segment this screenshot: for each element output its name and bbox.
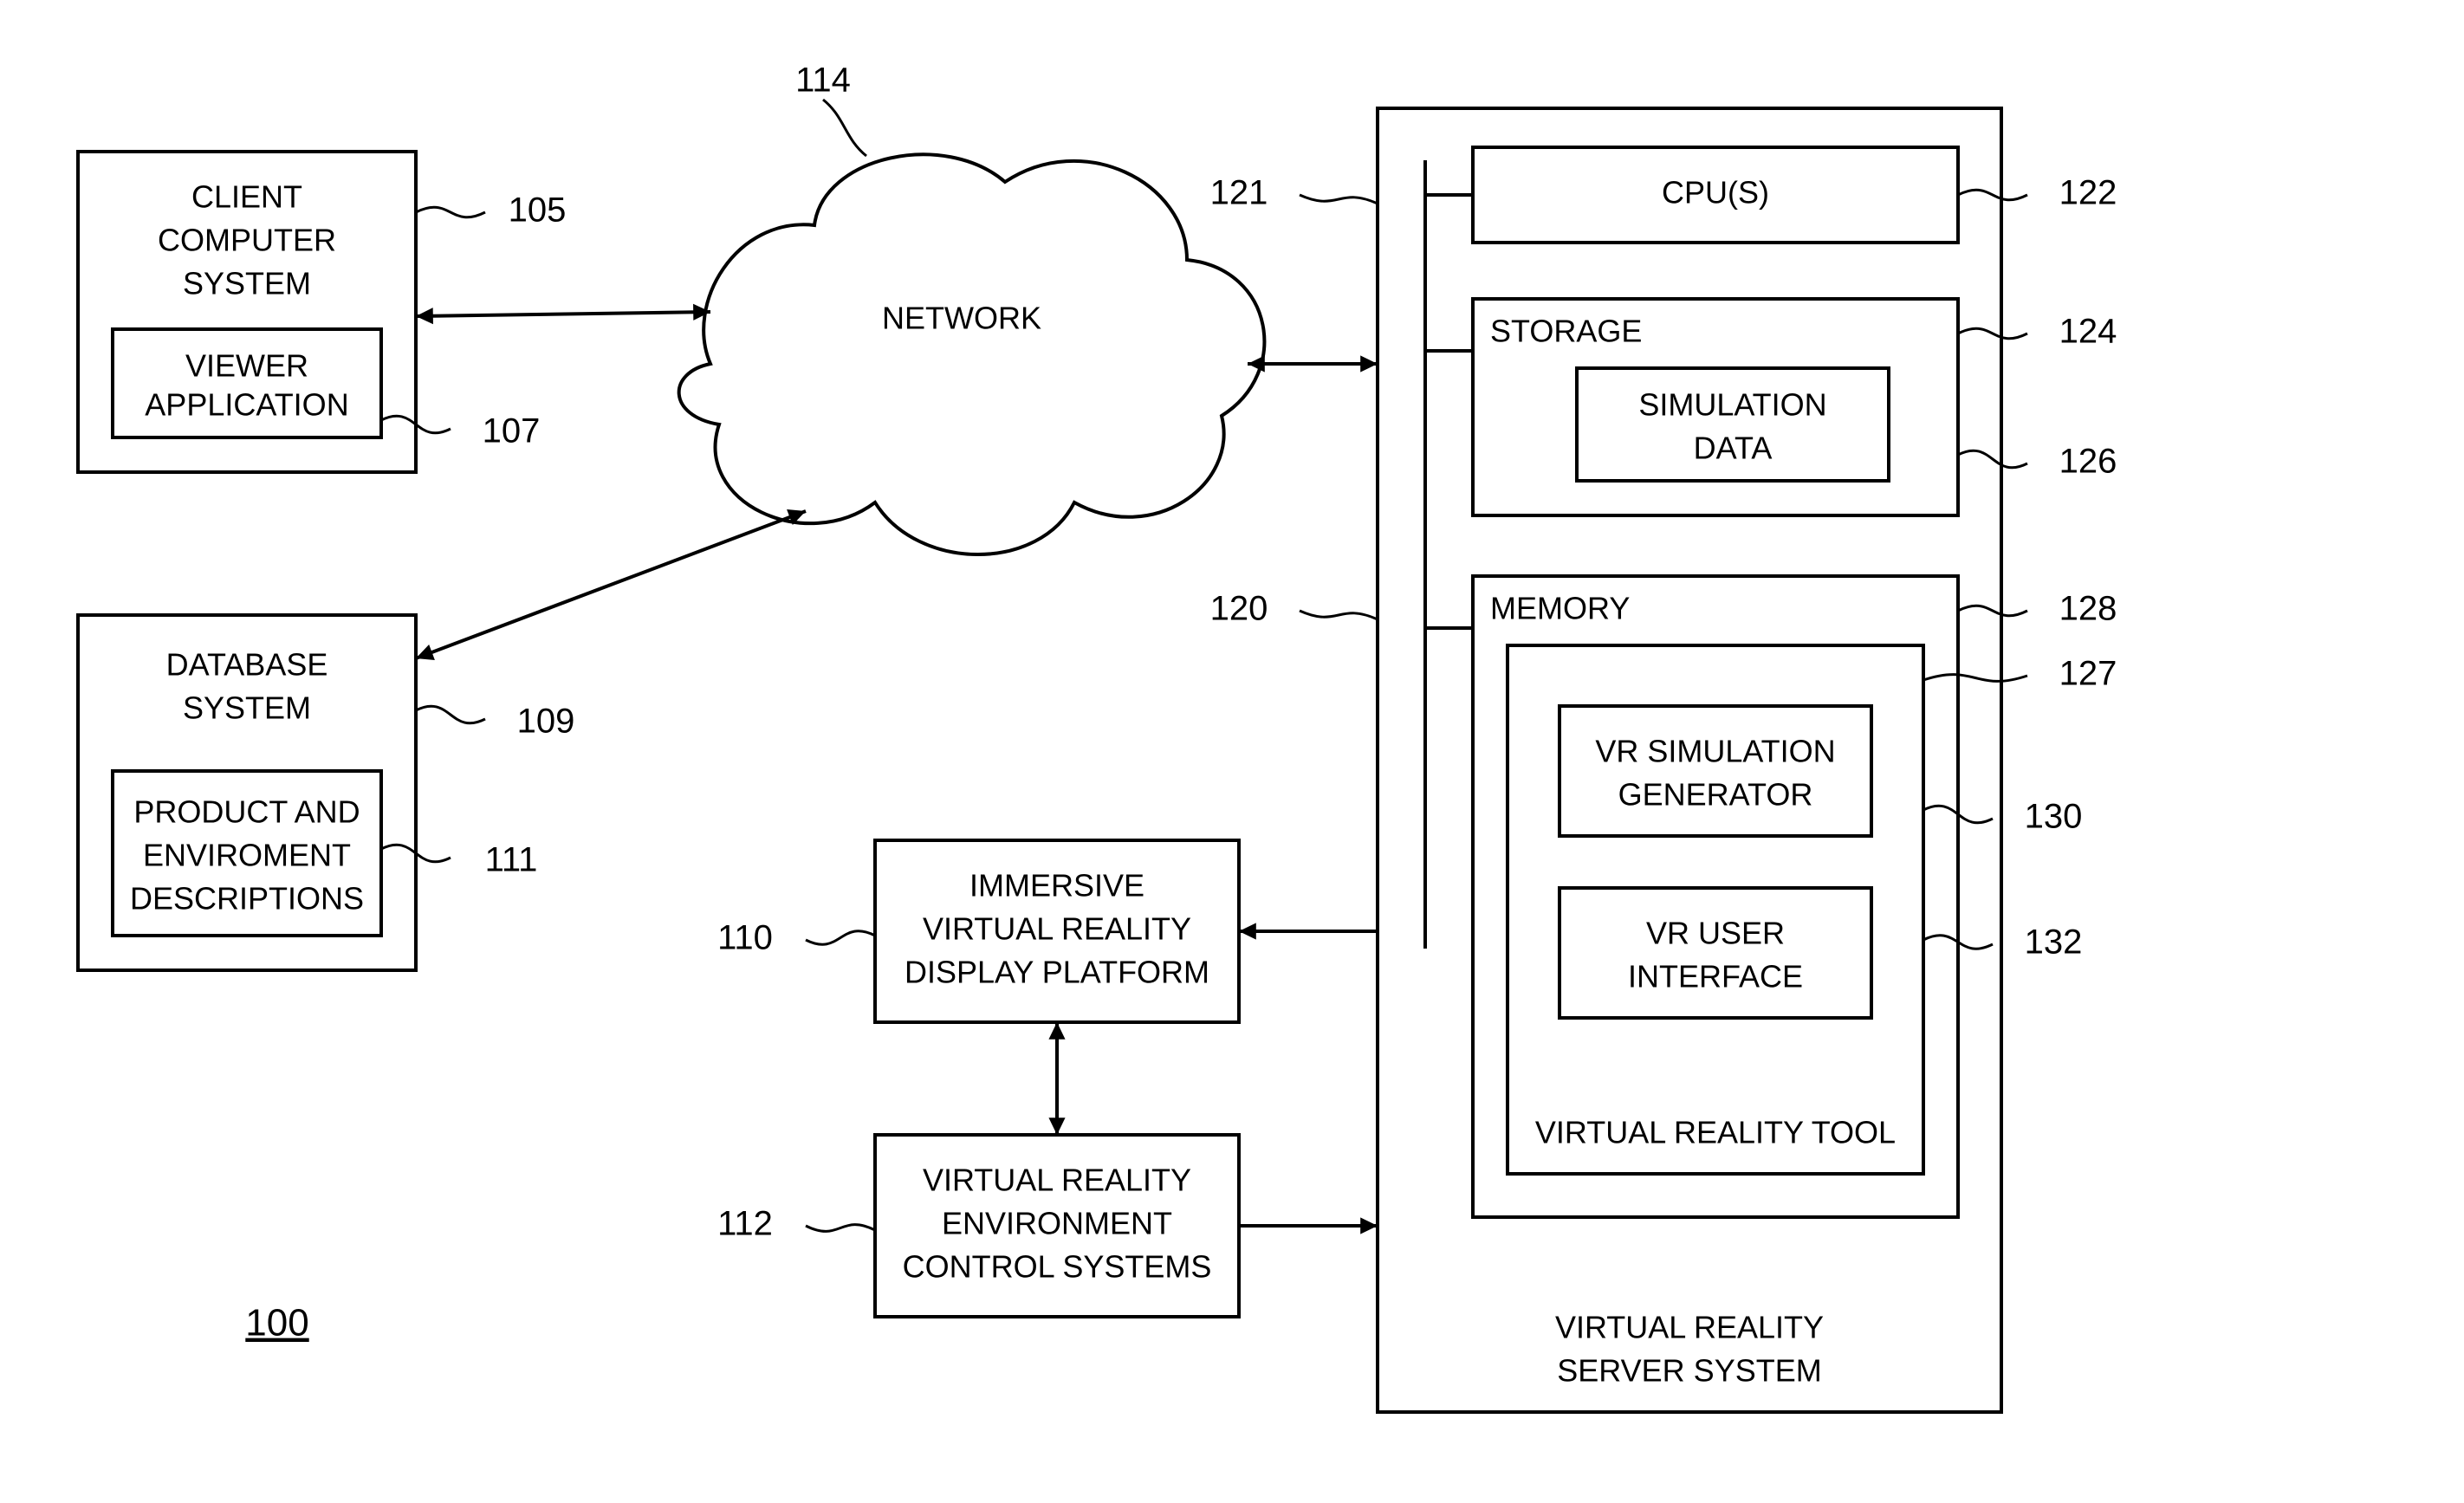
vrsimgen-l2: GENERATOR xyxy=(1618,777,1813,813)
ref-111: 111 xyxy=(485,841,538,879)
arrowhead xyxy=(1360,1217,1378,1234)
vrsimgen-l1: VR SIMULATION xyxy=(1595,734,1835,769)
db-l1: DATABASE xyxy=(166,647,328,683)
ref-105: 105 xyxy=(509,191,567,230)
immersive-l3: DISPLAY PLATFORM xyxy=(905,955,1209,990)
client-title-l2: COMPUTER xyxy=(158,223,336,258)
ref-leader xyxy=(823,100,866,156)
arrowhead xyxy=(1048,1118,1065,1135)
network-cloud xyxy=(679,154,1265,554)
ref-122: 122 xyxy=(2059,174,2117,212)
ref-114: 114 xyxy=(795,62,851,100)
ref-112: 112 xyxy=(717,1205,773,1243)
ref-126: 126 xyxy=(2059,443,2117,481)
vrenv-l2: ENVIRONMENT xyxy=(942,1206,1172,1241)
ref-leader xyxy=(806,931,875,945)
arrowhead xyxy=(1239,923,1256,939)
vrtool-label: VIRTUAL REALITY TOOL xyxy=(1535,1115,1896,1150)
vrui-l1: VR USER xyxy=(1646,916,1785,951)
ref-leader xyxy=(416,207,485,217)
vrui-l2: INTERFACE xyxy=(1628,959,1803,994)
arrowhead xyxy=(1360,355,1378,372)
figure-number: 100 xyxy=(245,1302,308,1344)
vrenv-l1: VIRTUAL REALITY xyxy=(923,1163,1191,1198)
ref-leader xyxy=(416,706,485,723)
ref-128: 128 xyxy=(2059,590,2117,628)
server-l2: SERVER SYSTEM xyxy=(1557,1353,1821,1389)
simdata-l2: DATA xyxy=(1694,431,1773,466)
ref-121: 121 xyxy=(1210,174,1268,212)
ref-110: 110 xyxy=(717,919,773,957)
client-title-l1: CLIENT xyxy=(191,179,302,215)
ref-130: 130 xyxy=(2025,798,2083,836)
server-l1: VIRTUAL REALITY xyxy=(1555,1310,1824,1345)
proddesc-l2: ENVIROMENT xyxy=(143,838,351,873)
ref-leader xyxy=(1300,195,1378,204)
immersive-l1: IMMERSIVE xyxy=(969,868,1144,904)
client-title-l3: SYSTEM xyxy=(183,266,311,301)
ref-124: 124 xyxy=(2059,313,2117,351)
proddesc-l1: PRODUCT AND xyxy=(133,794,360,830)
memory-label: MEMORY xyxy=(1490,591,1630,626)
connector xyxy=(416,312,710,316)
ref-120: 120 xyxy=(1210,590,1268,628)
simdata-l1: SIMULATION xyxy=(1638,387,1826,423)
vr-user-interface xyxy=(1559,888,1871,1018)
db-l2: SYSTEM xyxy=(183,690,311,726)
arrowhead xyxy=(1048,1022,1065,1040)
ref-127: 127 xyxy=(2059,655,2117,693)
vr-simulation-generator xyxy=(1559,706,1871,836)
ref-107: 107 xyxy=(483,412,541,450)
ref-leader xyxy=(806,1225,875,1232)
proddesc-l3: DESCRIPTIONS xyxy=(130,881,364,917)
arrowhead xyxy=(416,308,433,324)
cpu-label: CPU(S) xyxy=(1662,175,1769,211)
viewer-l1: VIEWER xyxy=(185,348,308,384)
immersive-l2: VIRTUAL REALITY xyxy=(923,911,1191,947)
ref-leader xyxy=(1300,611,1378,619)
network-label: NETWORK xyxy=(882,301,1041,336)
ref-109: 109 xyxy=(517,703,575,741)
ref-132: 132 xyxy=(2025,923,2083,962)
viewer-l2: APPLICATION xyxy=(145,387,348,423)
connector xyxy=(416,511,806,658)
vrenv-l3: CONTROL SYSTEMS xyxy=(903,1249,1212,1285)
storage-label: STORAGE xyxy=(1490,314,1642,349)
